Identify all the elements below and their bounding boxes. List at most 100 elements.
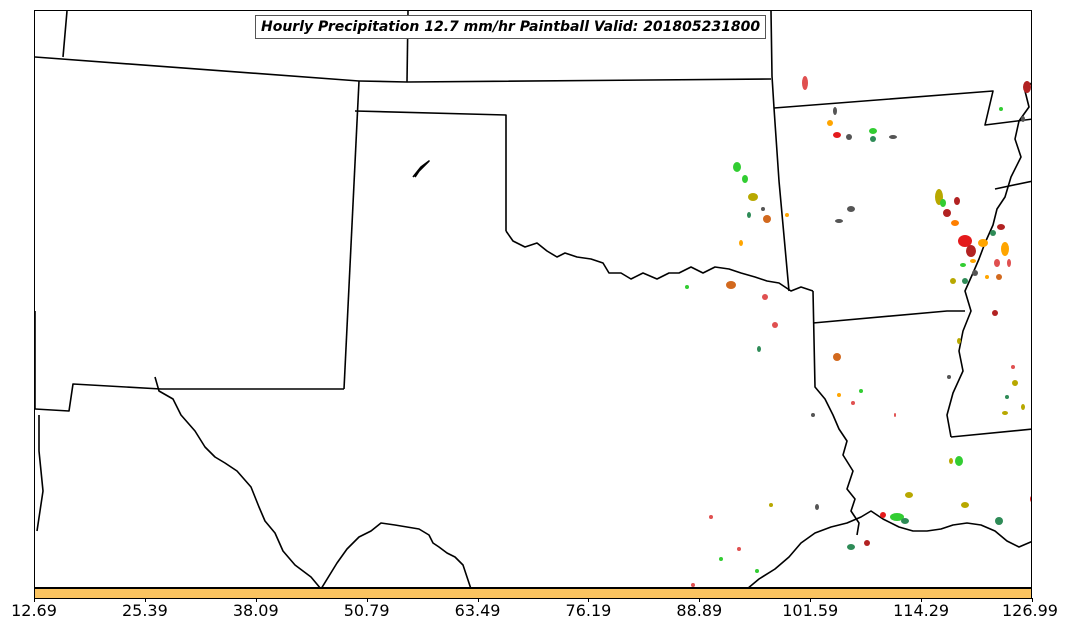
- colorbar-tick-label: 101.59: [782, 601, 839, 620]
- precip-blob: [1011, 365, 1015, 369]
- boundary-colorado-north: [35, 56, 360, 82]
- precip-blob: [811, 413, 815, 417]
- precip-blob: [1001, 242, 1009, 256]
- precip-blob: [985, 275, 989, 279]
- precip-blob: [685, 285, 689, 289]
- precip-blob: [966, 245, 976, 257]
- precip-blob: [954, 197, 960, 205]
- boundary-ar-north: [773, 90, 1031, 126]
- precip-blob: [994, 259, 1000, 267]
- precip-blob: [847, 544, 855, 550]
- precip-blob: [733, 162, 741, 172]
- precip-blob: [870, 136, 876, 142]
- precip-blob: [747, 212, 751, 218]
- colorbar-tick-label: 63.49: [454, 601, 501, 620]
- precip-blob: [999, 107, 1003, 111]
- precip-blob: [943, 209, 951, 217]
- colorbar-tick-mark: [1032, 598, 1033, 602]
- precip-blob: [1021, 404, 1025, 410]
- boundary-co-nm: [35, 383, 344, 412]
- precip-blob: [851, 401, 855, 405]
- boundary-ok-ar: [773, 107, 790, 292]
- precip-blob: [1023, 81, 1031, 93]
- boundary-rio-grande-2: [321, 522, 472, 587]
- colorbar-tick-label: 38.09: [232, 601, 279, 620]
- boundary-co-west-top: [62, 11, 68, 58]
- colorbar-tick-mark: [144, 598, 146, 602]
- precip-blob: [739, 240, 743, 246]
- precip-blob: [742, 175, 748, 183]
- precip-blob: [869, 128, 877, 134]
- boundary-tn-ms: [994, 180, 1031, 190]
- precip-blob: [1007, 259, 1011, 267]
- colorbar-tick-label: 25.39: [121, 601, 168, 620]
- precip-blob: [1005, 395, 1009, 399]
- precip-blob: [833, 353, 841, 361]
- boundary-colorado-kansas: [343, 80, 360, 390]
- precip-blob: [769, 503, 773, 507]
- colorbar-tick-label: 12.69: [11, 601, 57, 620]
- precip-blob: [859, 389, 863, 393]
- colorbar-tick-mark: [477, 598, 479, 602]
- colorbar-tick-mark: [588, 598, 590, 602]
- precip-blob: [761, 207, 765, 211]
- precip-blob: [978, 239, 988, 247]
- boundary-mississippi: [946, 82, 1031, 438]
- colorbar-tick-label: 76.19: [565, 601, 612, 620]
- precip-blob: [691, 583, 695, 587]
- precip-blob: [847, 206, 855, 212]
- colorbar-tick-mark: [810, 598, 812, 602]
- precip-blob: [1021, 116, 1025, 122]
- precip-blob: [755, 569, 759, 573]
- precip-blob: [846, 134, 852, 140]
- precip-blob: [709, 515, 713, 519]
- boundary-sabine: [812, 290, 860, 536]
- precip-blob: [995, 517, 1003, 525]
- boundary-kansas-south: [354, 110, 507, 231]
- precip-blob: [762, 294, 768, 300]
- boundary-red-river: [505, 230, 814, 292]
- precip-blob: [990, 230, 996, 236]
- map-canvas: [35, 11, 1031, 587]
- precip-blob: [785, 213, 789, 217]
- gulf-coast: [748, 510, 1031, 587]
- precip-blob: [901, 518, 909, 524]
- precip-blob: [737, 547, 741, 551]
- precip-blob: [833, 132, 841, 138]
- map-frame: [34, 10, 1032, 588]
- colorbar-tick-label: 88.89: [676, 601, 723, 620]
- colorbar-ticks: 12.69 25.39 38.09 50.79 63.49 76.19 88.89 101.5…: [0, 598, 1070, 633]
- precip-blob: [957, 338, 961, 344]
- precip-blob: [890, 513, 904, 521]
- boundary-ar-la: [812, 310, 965, 324]
- paintball-blobs: [685, 76, 1031, 587]
- precip-blob: [889, 135, 897, 139]
- boundary-nm-tx-west: [36, 415, 44, 532]
- colorbar-tick-mark: [699, 598, 701, 602]
- precip-blob: [992, 310, 998, 316]
- lake-oklahoma: [412, 160, 430, 178]
- colorbar-tick-label: 50.79: [343, 601, 390, 620]
- precip-blob: [835, 219, 843, 223]
- precip-blob: [905, 492, 913, 498]
- map-title: Hourly Precipitation 12.7 mm/hr Paintbal…: [255, 15, 767, 39]
- boundary-rio-grande: [154, 376, 321, 587]
- precip-blob: [955, 456, 963, 466]
- boundary-kansas-north: [358, 78, 772, 83]
- precip-blob: [837, 393, 841, 397]
- precip-blob: [951, 220, 959, 226]
- state-boundaries: [35, 11, 1031, 587]
- precip-blob: [1030, 496, 1031, 502]
- boundary-ms-la: [950, 428, 1031, 438]
- precip-blob: [833, 107, 837, 115]
- colorbar-tick-mark: [366, 598, 368, 602]
- precip-blob: [960, 263, 966, 267]
- precip-blob: [719, 557, 723, 561]
- precip-blob: [748, 193, 758, 201]
- precip-blob: [958, 235, 972, 247]
- precip-blob: [1012, 380, 1018, 386]
- precip-blob: [961, 502, 969, 508]
- precip-blob: [949, 458, 953, 464]
- precip-blob: [726, 281, 736, 289]
- precip-blob: [802, 76, 808, 90]
